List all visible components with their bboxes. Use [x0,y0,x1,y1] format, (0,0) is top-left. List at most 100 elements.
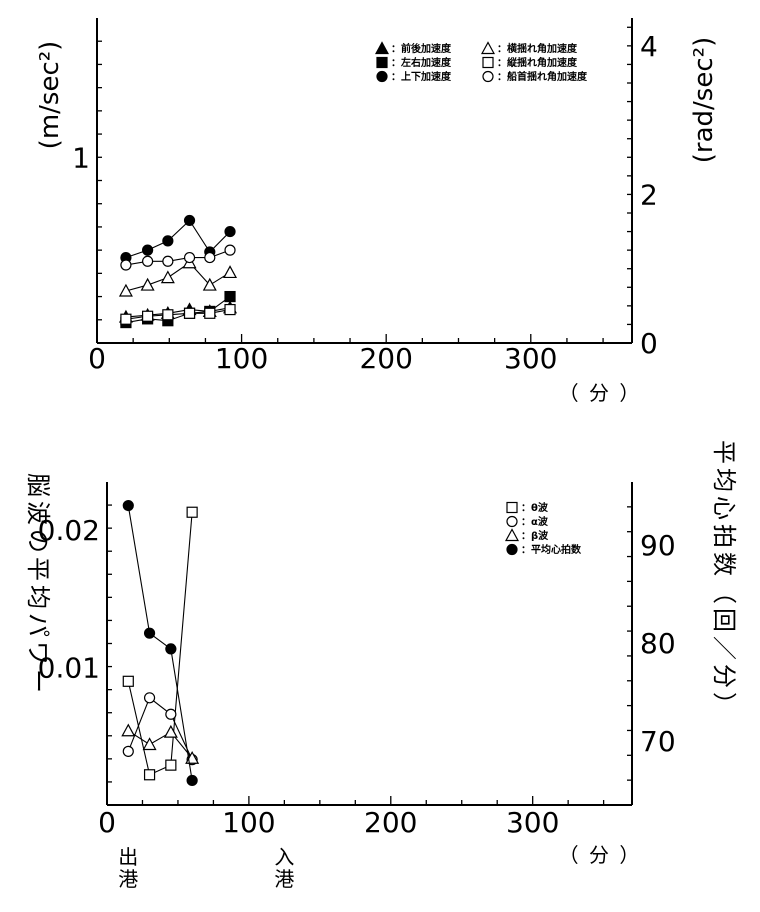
data-point [224,225,236,238]
legend-marker [480,41,496,55]
data-point [162,235,174,247]
x-tick-label: 0 [88,342,106,375]
data-point [142,255,154,267]
data-point [223,265,238,279]
legend-marker [506,543,518,556]
legend-item: ：横揺れ角加速度 [480,41,578,55]
legend-marker [506,501,518,514]
y2-tick-label: 4 [640,30,658,63]
series-2 [122,692,198,766]
legend-item: ：上下加速度 [376,70,452,83]
legend-item: ：前後加速度 [374,41,452,55]
data-point [186,506,198,518]
legend: ：θ波：α波：β波：平均心拍数 [504,501,582,556]
data-point [165,759,177,771]
data-point [118,283,133,297]
data-point [163,724,178,738]
series-6 [120,244,236,271]
data-point [122,745,134,757]
data-point [165,643,177,655]
chart-1: 0 100 200 300 1 0 2 4 (m/sec²) (rad/sec²) （ 分 ） ：前後… [35,18,719,405]
y-tick-label: 1 [72,141,90,174]
data-point [160,270,175,284]
legend-marker [482,70,494,83]
x-tick-label: 0 [98,806,116,839]
legend-item: ：β波 [504,528,549,542]
series-3 [121,723,200,764]
y-axis-label: (m/sec²) [35,41,65,150]
y2-tick-label: 70 [640,725,676,758]
legend-marker [504,528,520,542]
legend-label: ：β波 [521,529,549,542]
data-point [183,307,196,319]
data-point [142,244,154,256]
legend-item: ：α波 [506,515,549,528]
legend-marker [374,41,390,55]
x-tick-label: 100 [215,342,268,375]
y-axis-label: 脳波の平均パワー [24,473,52,697]
legend-label: ：横揺れ角加速度 [497,42,578,55]
data-point [142,737,157,751]
data-point [120,259,132,271]
legend: ：前後加速度 ：横揺れ角加速度 ：左右加速度 ：縦揺れ角加速度 ：上下加速度 ：船首揺れ角… [374,41,588,83]
data-point [122,499,134,512]
data-point [204,251,216,264]
chart-2: 0 100 200 300 0.01 0.02 70 80 90 脳波の平均パワー 平均心拍数（回／… [24,440,738,891]
data-point [186,774,198,787]
data-point [165,708,177,720]
x-tick-label: 100 [222,806,275,839]
series-1 [122,506,198,781]
legend-marker [376,70,388,83]
x-tick-label: 200 [364,806,417,839]
y2-axis-label: (rad/sec²) [689,37,719,163]
y-tick-label: 0.01 [38,652,100,685]
series-line [127,730,193,759]
y2-tick-label: 80 [640,627,676,660]
data-point [204,307,216,319]
series-5 [120,303,236,325]
legend-label: ：α波 [521,515,549,528]
x-annotation-line: 港 [274,867,294,891]
legend-label: ：前後加速度 [391,42,452,55]
x-tick-label: 300 [506,806,559,839]
x-annotation-line: 入 [274,845,294,869]
data-point [224,303,236,316]
data-point [183,214,196,227]
x-axis-label: （ 分 ） [559,381,642,405]
x-annotation-line: 港 [118,867,138,891]
x-axis-label: （ 分 ） [559,843,642,867]
legend-item: ：船首揺れ角加速度 [482,70,588,83]
legend-label: ：左右加速度 [391,56,452,69]
legend-label: ：縦揺れ角加速度 [497,56,578,69]
legend-label: ：θ波 [521,501,549,514]
data-point [183,251,196,264]
minor-ticks [97,26,632,343]
data-point [143,769,156,781]
legend-item: ：θ波 [506,501,549,514]
y2-tick-label: 2 [640,178,658,211]
legend-marker [506,515,518,528]
series-line [127,505,193,781]
series-4 [122,499,198,787]
x-annotation: 出港 [118,845,138,891]
data-point [140,277,155,291]
data-point [224,290,236,303]
legend-label: ：上下加速度 [391,70,452,83]
y-tick-label: 0.02 [38,514,100,547]
x-tick-label: 300 [504,342,557,375]
series-line [127,512,193,776]
data-point [162,255,174,267]
x-tick-label: 200 [359,342,412,375]
series-4 [118,255,238,297]
data-point [142,310,154,322]
series-line [127,696,193,760]
data-point [162,309,174,321]
legend-marker [482,56,494,69]
legend-marker [376,56,388,69]
y2-axis-label: 平均心拍数（回／分） [710,440,738,720]
series-3 [120,214,236,264]
legend-item: ：左右加速度 [376,56,452,69]
x-annotation-line: 出 [118,845,138,869]
legend-item: ：平均心拍数 [506,543,582,556]
